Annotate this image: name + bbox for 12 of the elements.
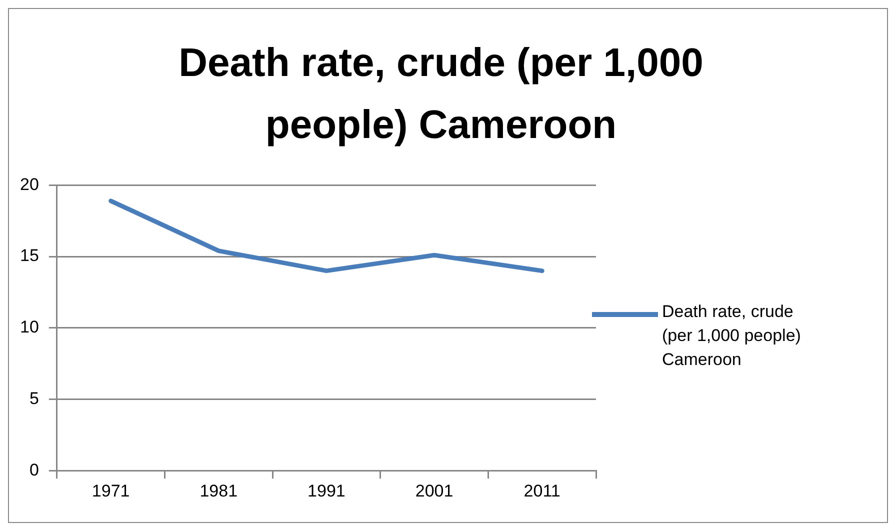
y-tick-label: 5 [29, 388, 39, 408]
x-tick-label: 1991 [308, 481, 346, 500]
x-tick-label: 1971 [92, 481, 130, 500]
y-tick-label: 15 [20, 246, 39, 266]
y-tick-label: 0 [29, 460, 39, 480]
y-tick-label: 10 [20, 318, 39, 337]
y-tick-label: 20 [20, 174, 39, 194]
legend-label: Death rate, crude (per 1,000 people) Cameroon [662, 301, 802, 371]
x-tick-label: 2011 [524, 481, 560, 500]
chart-title: Death rate, crude (per 1,000 people) Cameroon [178, 40, 704, 149]
x-tick-label: 2001 [415, 481, 454, 500]
x-tick-label: 1981 [200, 481, 238, 500]
